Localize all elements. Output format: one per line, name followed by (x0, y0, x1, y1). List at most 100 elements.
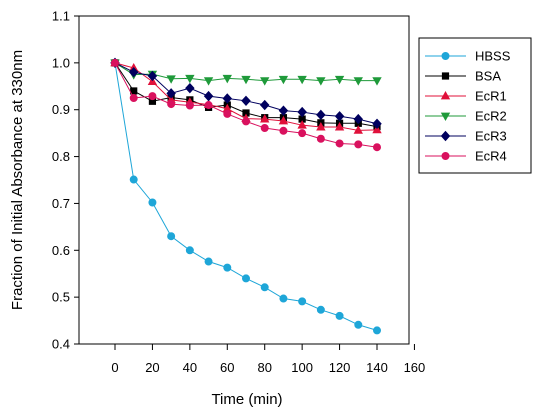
data-point-ecr1 (334, 122, 345, 131)
data-point-ecr4 (354, 140, 363, 149)
x-tick-label: 160 (404, 360, 426, 375)
x-axis-label: Time (min) (211, 391, 282, 408)
series-ecr4 (111, 58, 381, 152)
data-point-ecr1 (260, 114, 270, 123)
x-axis: 0 20 40 60 80 100 120 140 160 (111, 344, 425, 375)
y-axis-label: Fraction of Initial Absorbance at 330nm (9, 50, 26, 310)
y-tick-label: 0.6 (52, 243, 70, 258)
data-point-ecr3 (185, 82, 195, 94)
data-point-ecr4 (223, 109, 232, 118)
data-point-hbss (223, 263, 232, 272)
y-tick-label: 0.8 (52, 149, 70, 164)
y-tick-label: 0.4 (52, 337, 70, 352)
legend-label: HBSS (475, 49, 511, 64)
legend-item-ecr2: EcR2 (425, 109, 507, 124)
data-point-ecr2 (222, 74, 232, 84)
legend-label: EcR2 (475, 109, 507, 124)
data-point-hbss (354, 320, 363, 329)
legend-label: EcR4 (475, 149, 507, 164)
data-point-ecr1 (372, 124, 382, 134)
data-point-ecr3 (147, 70, 158, 82)
data-point-ecr2 (372, 77, 382, 86)
data-point-hbss (148, 198, 157, 207)
data-point-hbss (260, 283, 269, 292)
legend-item-ecr3: EcR3 (425, 129, 507, 144)
data-point-hbss (185, 246, 194, 255)
x-tick-label: 120 (329, 360, 351, 375)
data-point-ecr3 (259, 99, 270, 111)
data-point-ecr2 (316, 77, 326, 86)
legend-item-ecr4: EcR4 (425, 149, 507, 164)
data-point-ecr4 (204, 101, 213, 110)
data-point-ecr3 (316, 109, 326, 121)
data-point-ecr3 (222, 93, 233, 104)
data-point-ecr1 (316, 122, 326, 131)
data-point-hbss (316, 305, 325, 314)
data-point-ecr3 (128, 67, 139, 78)
data-point-hbss (129, 175, 138, 184)
x-tick-label: 40 (183, 360, 197, 375)
data-point-ecr3 (372, 118, 382, 129)
x-tick-label: 140 (366, 360, 388, 375)
data-point-hbss (335, 311, 344, 320)
legend-label: EcR3 (475, 129, 507, 144)
data-point-ecr4 (129, 94, 138, 103)
data-point-hbss (241, 274, 250, 283)
data-point-ecr2 (185, 74, 195, 84)
y-tick-label: 1.0 (52, 55, 70, 70)
x-tick-label: 80 (257, 360, 271, 375)
data-point-ecr4 (241, 117, 250, 126)
x-tick-label: 20 (145, 360, 159, 375)
y-tick-label: 0.7 (52, 196, 70, 211)
data-point-ecr3 (241, 95, 251, 107)
data-point-ecr4 (185, 101, 194, 110)
data-point-ecr4 (372, 143, 381, 152)
legend-swatch-marker (441, 72, 450, 80)
legend-swatch-marker (441, 52, 450, 61)
data-point-ecr2 (241, 75, 251, 85)
series-layer (110, 57, 382, 335)
data-point-ecr2 (353, 77, 363, 86)
legend-item-bsa: BSA (425, 69, 501, 84)
data-point-ecr4 (167, 100, 176, 109)
data-point-ecr3 (166, 88, 176, 99)
data-point-ecr2 (278, 75, 289, 85)
data-point-ecr3 (353, 113, 364, 125)
data-point-ecr2 (334, 75, 345, 85)
data-point-hbss (298, 297, 307, 306)
data-point-ecr1 (297, 120, 307, 129)
x-tick-label: 60 (220, 360, 234, 375)
data-point-hbss (204, 257, 213, 266)
legend-swatch-marker (441, 151, 450, 160)
y-axis: 0.4 0.5 0.6 0.7 0.8 0.9 1.0 1.1 (52, 9, 79, 352)
data-point-ecr3 (203, 90, 214, 102)
data-point-ecr1 (278, 115, 289, 125)
data-point-ecr2 (297, 75, 307, 85)
data-point-ecr4 (111, 58, 120, 67)
legend-box (418, 37, 532, 174)
data-point-ecr4 (279, 126, 288, 135)
data-point-hbss (167, 232, 176, 241)
legend-label: BSA (475, 69, 501, 84)
data-point-ecr4 (148, 92, 157, 101)
y-tick-label: 0.9 (52, 102, 70, 117)
legend-swatch-marker (440, 90, 451, 100)
data-point-ecr1 (353, 125, 363, 134)
series-hbss (111, 58, 381, 335)
legend: HBSS BSA EcR1 EcR2 EcR3 EcR4 (418, 37, 532, 174)
data-point-ecr4 (316, 134, 325, 143)
data-point-ecr4 (260, 123, 269, 132)
data-point-ecr3 (278, 105, 289, 116)
legend-label: EcR1 (475, 89, 507, 104)
data-point-ecr4 (335, 139, 344, 148)
data-point-ecr2 (260, 77, 270, 86)
x-tick-label: 100 (291, 360, 313, 375)
legend-swatch-marker (440, 112, 451, 122)
legend-item-hbss: HBSS (425, 49, 511, 64)
data-point-ecr2 (166, 75, 176, 84)
data-point-ecr4 (298, 129, 307, 138)
legend-item-ecr1: EcR1 (425, 89, 507, 104)
data-point-ecr3 (334, 111, 345, 122)
y-tick-label: 0.5 (52, 290, 70, 305)
